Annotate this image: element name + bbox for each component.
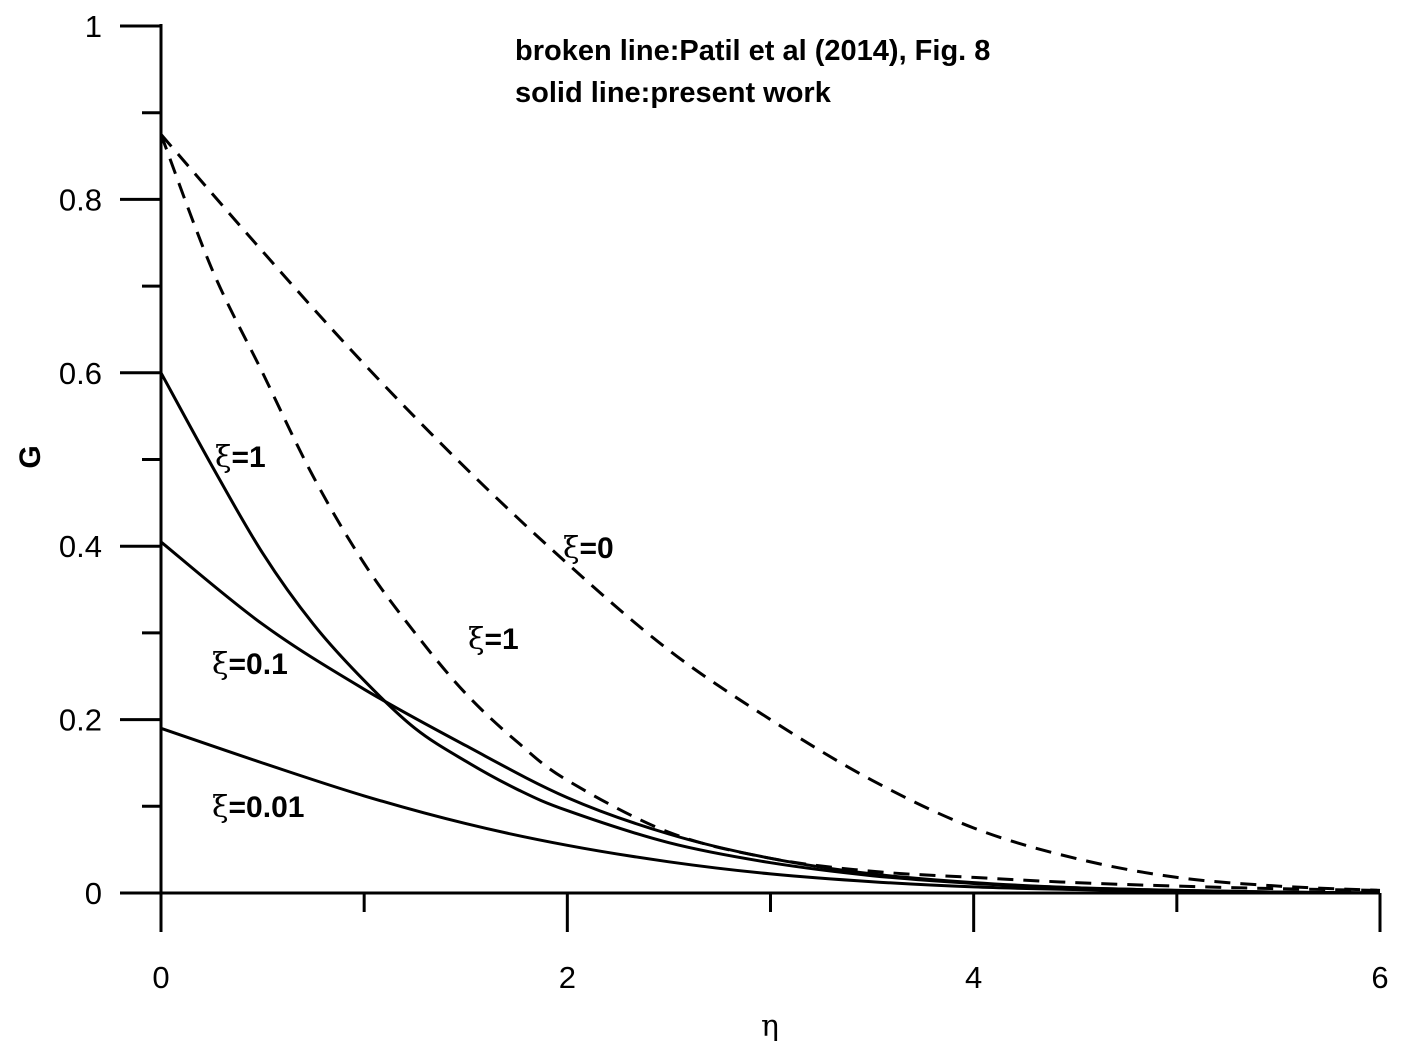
labels-layer: ξ=1ξ=0.1ξ=0.01ξ=1ξ=0: [212, 440, 614, 825]
series-solid-line-1: [160, 540, 1381, 895]
curve-label-value: =0: [580, 532, 614, 565]
curve-label-value: =1: [232, 441, 266, 474]
annotation-broken-line: broken line:Patil et al (2014), Fig. 8: [515, 35, 990, 67]
curve-label: ξ=0.01: [212, 790, 304, 825]
curve-label-xi: ξ: [215, 440, 232, 475]
curve-label-xi: ξ: [468, 622, 485, 657]
annotation-solid-line: solid line:present work: [515, 77, 832, 109]
curve-label-value: =0.01: [229, 791, 305, 824]
series-layer: [159, 133, 1381, 895]
curve-label-xi: ξ: [212, 647, 229, 682]
y-tick-label: 1: [85, 9, 102, 44]
series-solid-line-2: [160, 726, 1381, 895]
series-dashed-line-3: [159, 133, 1381, 892]
y-axis-title: G: [14, 445, 47, 468]
curve-label: ξ=0: [563, 531, 614, 566]
y-tick-label: 0.4: [59, 529, 102, 564]
curve-label-value: =0.1: [229, 648, 288, 681]
x-axis-title: η: [761, 1009, 779, 1041]
curve-label: ξ=1: [215, 440, 266, 475]
y-tick-label: 0.2: [59, 703, 102, 738]
curve-label: ξ=1: [468, 622, 519, 657]
y-tick-label: 0: [85, 876, 102, 911]
series-solid-line-0: [159, 372, 1381, 895]
series-dashed-line-4: [159, 133, 1381, 892]
curve-label-xi: ξ: [212, 790, 229, 825]
y-tick-label: 0.8: [59, 182, 102, 217]
x-tick-label: 2: [559, 960, 576, 995]
y-tick-label: 0.6: [59, 356, 102, 391]
axes: 0 0.2 0.4 0.6 0.8 1 0 2 4 6: [59, 9, 1389, 995]
x-tick-label: 4: [965, 960, 982, 995]
curve-label: ξ=0.1: [212, 647, 288, 682]
x-tick-label: 6: [1371, 960, 1388, 995]
curve-label-xi: ξ: [563, 531, 580, 566]
x-tick-label: 0: [152, 960, 169, 995]
curve-label-value: =1: [485, 623, 519, 656]
